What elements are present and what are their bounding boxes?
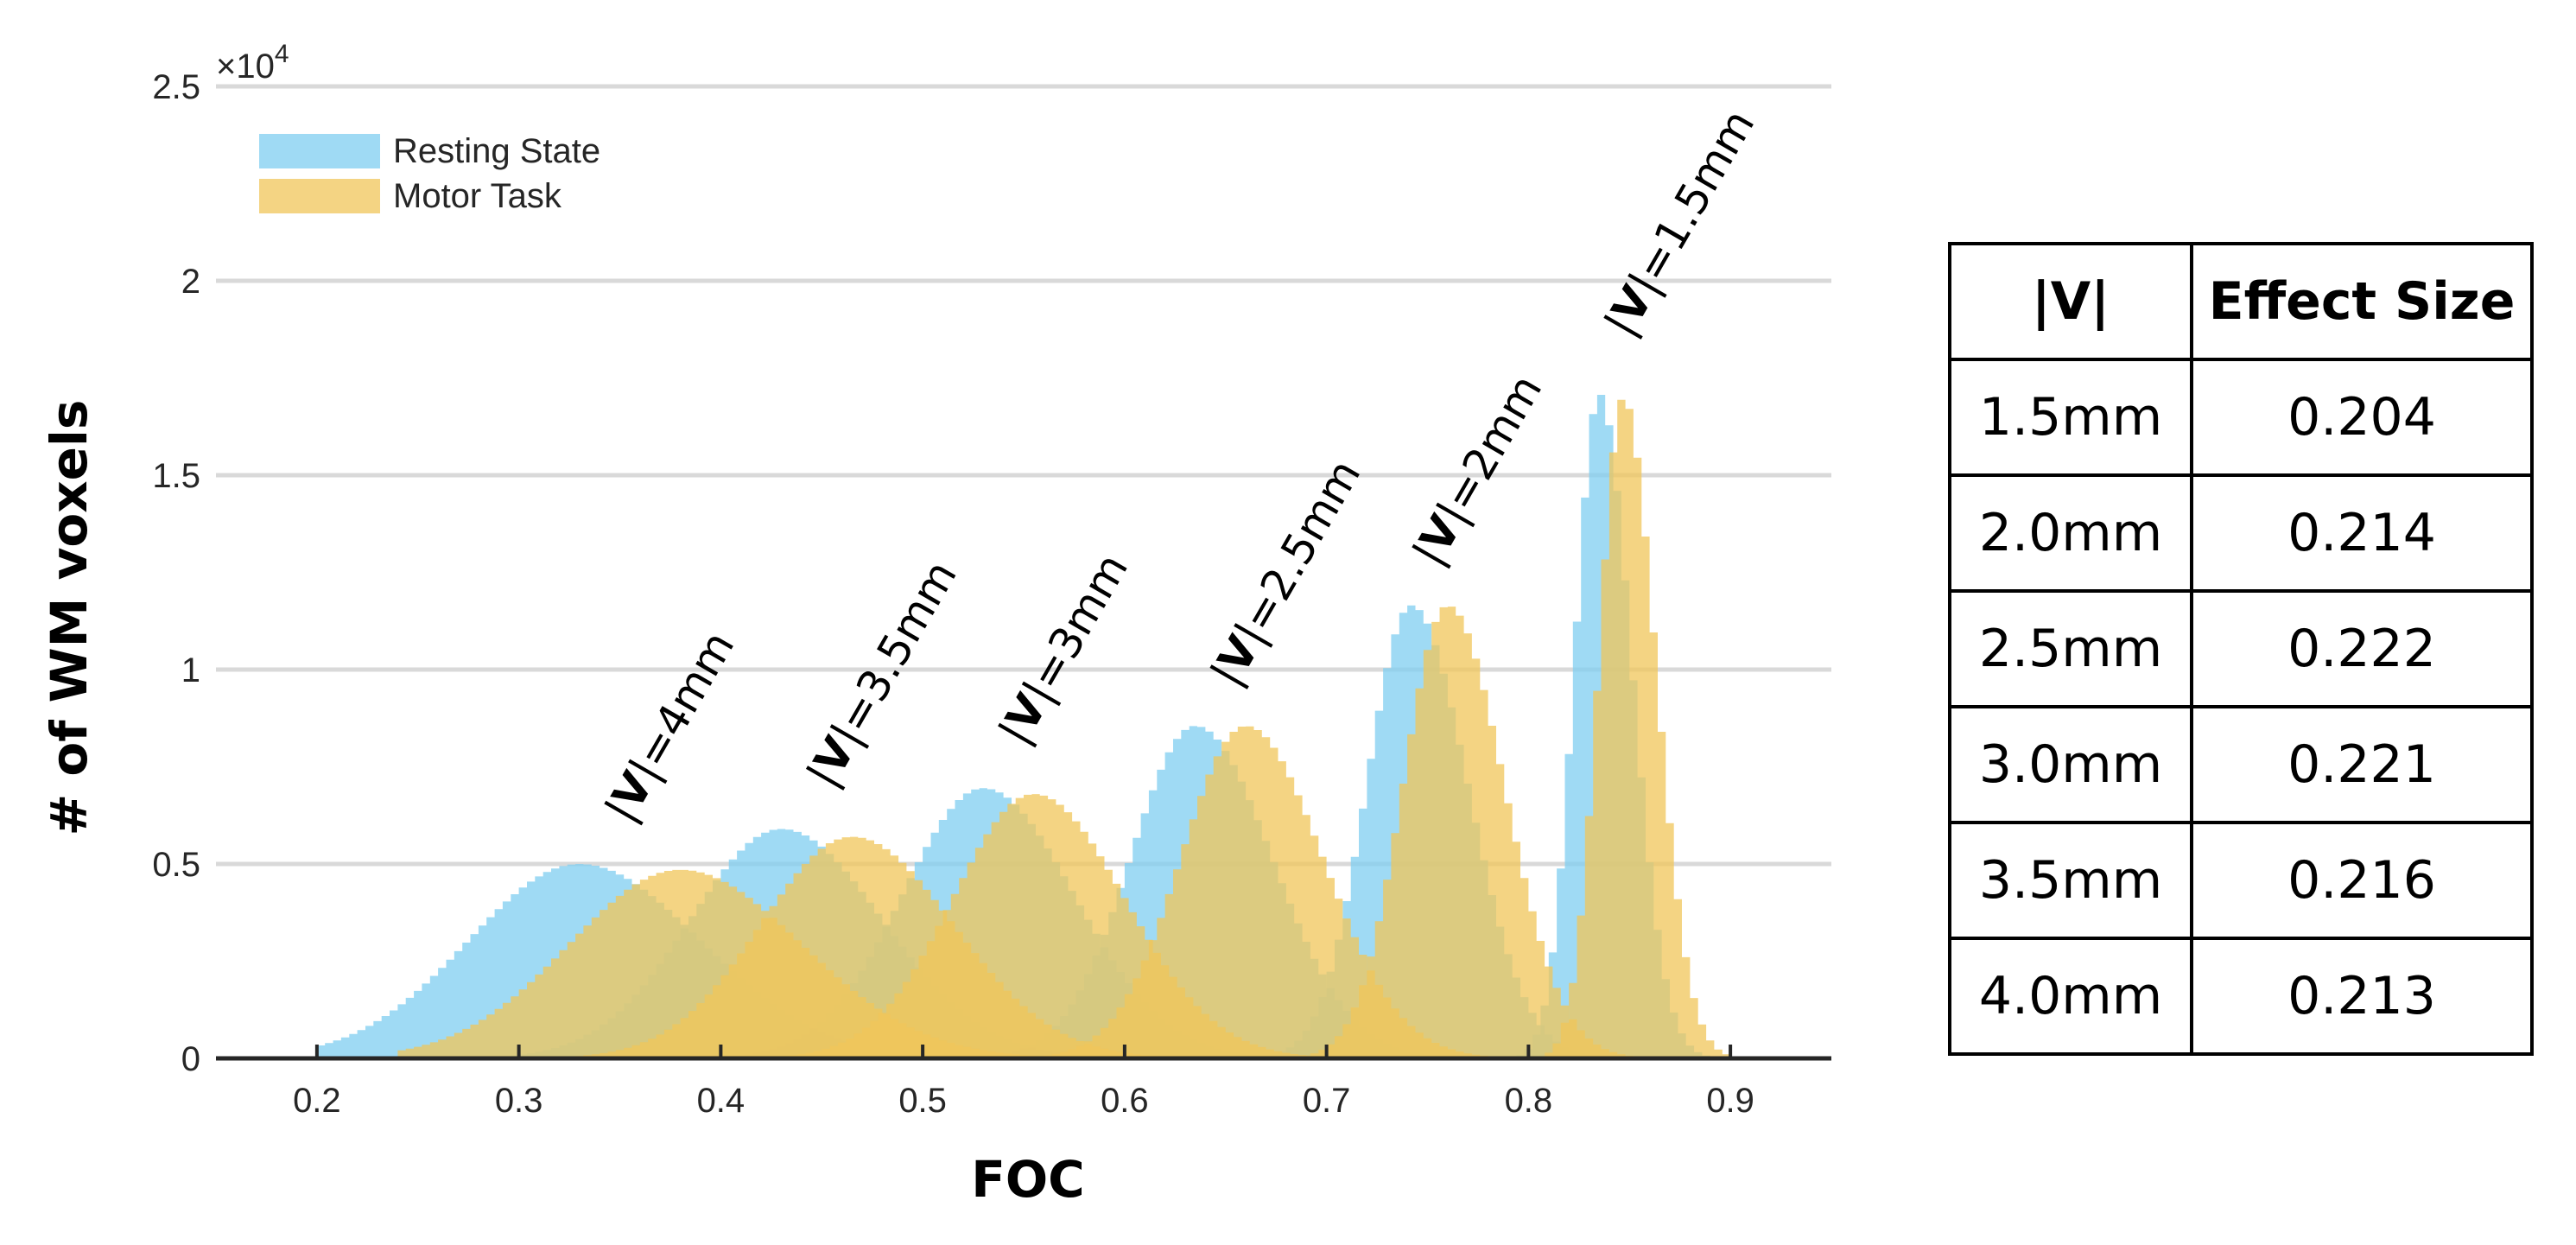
header-voxel-size: |V|: [1948, 242, 2193, 361]
histogram-chart: 0 0.5 1 1.5 2 2.5 0.2 0.3 0.4 0.5 0.6 0.7 0.8 0.9 |V|…: [40, 40, 1831, 1209]
header-effect-size: Effect Size: [2190, 242, 2534, 361]
distribution-1.5mm: [1508, 395, 1799, 1058]
x-tick-label: 0.5: [898, 1082, 947, 1120]
table-row: 2.5mm 0.222: [1948, 589, 2534, 708]
table-header-row: |V| Effect Size: [1948, 242, 2534, 361]
series-motor-task: [397, 399, 1819, 1058]
y-exponent-label: ×104: [216, 40, 289, 86]
effect-size-cell: 0.213: [2190, 937, 2534, 1056]
x-tick-label: 0.6: [1101, 1082, 1149, 1120]
voxel-size-cell: 4.0mm: [1948, 937, 2193, 1056]
voxel-size-cell: 1.5mm: [1948, 358, 2193, 477]
axes: 0 0.5 1 1.5 2 2.5 0.2 0.3 0.4 0.5 0.6 0.7 0.8 0.9: [152, 68, 1831, 1120]
y-tick-label: 2.5: [152, 68, 200, 106]
x-axis-title: FOC: [971, 1150, 1085, 1209]
legend-label: Motor Task: [393, 177, 562, 215]
voxel-label-value: |=1.5mm: [1619, 101, 1764, 302]
distribution-1.5mm: [1528, 399, 1819, 1058]
voxel-size-label: |V|=2.5mm: [1202, 451, 1371, 694]
grid-lines: [216, 84, 1831, 867]
distribution-3.5mm: [559, 836, 1464, 1058]
legend: Resting State Motor Task: [259, 132, 600, 215]
y-tick-label: 0: [181, 1040, 200, 1078]
table-row: 3.5mm 0.216: [1948, 821, 2534, 940]
legend-swatch: [259, 134, 380, 168]
voxel-size-cell: 3.0mm: [1948, 705, 2193, 824]
voxel-size-label: |V|=2mm: [1403, 366, 1551, 574]
voxel-size-cell: 2.5mm: [1948, 589, 2193, 708]
y-exponent-power: 4: [275, 40, 289, 68]
x-tick-label: 0.9: [1706, 1082, 1754, 1120]
distribution-2mm: [1285, 607, 1787, 1058]
voxel-size-label: |V|=1.5mm: [1595, 101, 1764, 344]
y-axis-title: # of WM voxels: [40, 400, 98, 836]
y-tick-label: 1.5: [152, 457, 200, 495]
x-tick-label: 0.8: [1505, 1082, 1553, 1120]
x-tick-label: 0.4: [697, 1082, 746, 1120]
table-row: 3.0mm 0.221: [1948, 705, 2534, 824]
distribution-2.5mm: [962, 726, 1707, 1058]
effect-size-cell: 0.216: [2190, 821, 2534, 940]
distribution-4mm: [397, 869, 1408, 1058]
distribution-3mm: [740, 794, 1582, 1058]
table-row: 1.5mm 0.204: [1948, 358, 2534, 477]
voxel-size-label: |V|=4mm: [595, 623, 744, 830]
series-areas: [316, 395, 1819, 1058]
legend-swatch: [259, 179, 380, 213]
voxel-label-value: |=3mm: [1013, 545, 1138, 711]
voxel-label-value: |=2mm: [1427, 366, 1551, 532]
distribution-2mm: [1246, 605, 1755, 1058]
table-row: 4.0mm 0.213: [1948, 937, 2534, 1056]
effect-size-cell: 0.222: [2190, 589, 2534, 708]
voxel-label-value: |=3.5mm: [822, 552, 967, 753]
effect-size-cell: 0.204: [2190, 358, 2534, 477]
x-tick-label: 0.2: [293, 1082, 341, 1120]
x-tick-label: 0.7: [1303, 1082, 1351, 1120]
y-tick-label: 0.5: [152, 846, 200, 884]
effect-size-table: |V| Effect Size 1.5mm 0.204 2.0mm 0.214 2.…: [1948, 242, 2534, 1056]
effect-size-cell: 0.221: [2190, 705, 2534, 824]
voxel-size-cell: 3.5mm: [1948, 821, 2193, 940]
voxel-size-cell: 2.0mm: [1948, 473, 2193, 593]
table-row: 2.0mm 0.214: [1948, 473, 2534, 593]
voxel-size-label: |V|=3mm: [989, 545, 1138, 753]
y-tick-label: 1: [181, 651, 200, 689]
y-exponent-base: ×10: [216, 48, 275, 86]
x-tick-label: 0.3: [495, 1082, 543, 1120]
voxel-size-label: |V|=3.5mm: [797, 552, 967, 795]
voxel-label-value: |=2.5mm: [1225, 451, 1370, 652]
y-tick-label: 2: [181, 263, 200, 301]
voxel-label-value: |=4mm: [619, 623, 744, 789]
legend-label: Resting State: [393, 132, 600, 170]
effect-size-cell: 0.214: [2190, 473, 2534, 593]
